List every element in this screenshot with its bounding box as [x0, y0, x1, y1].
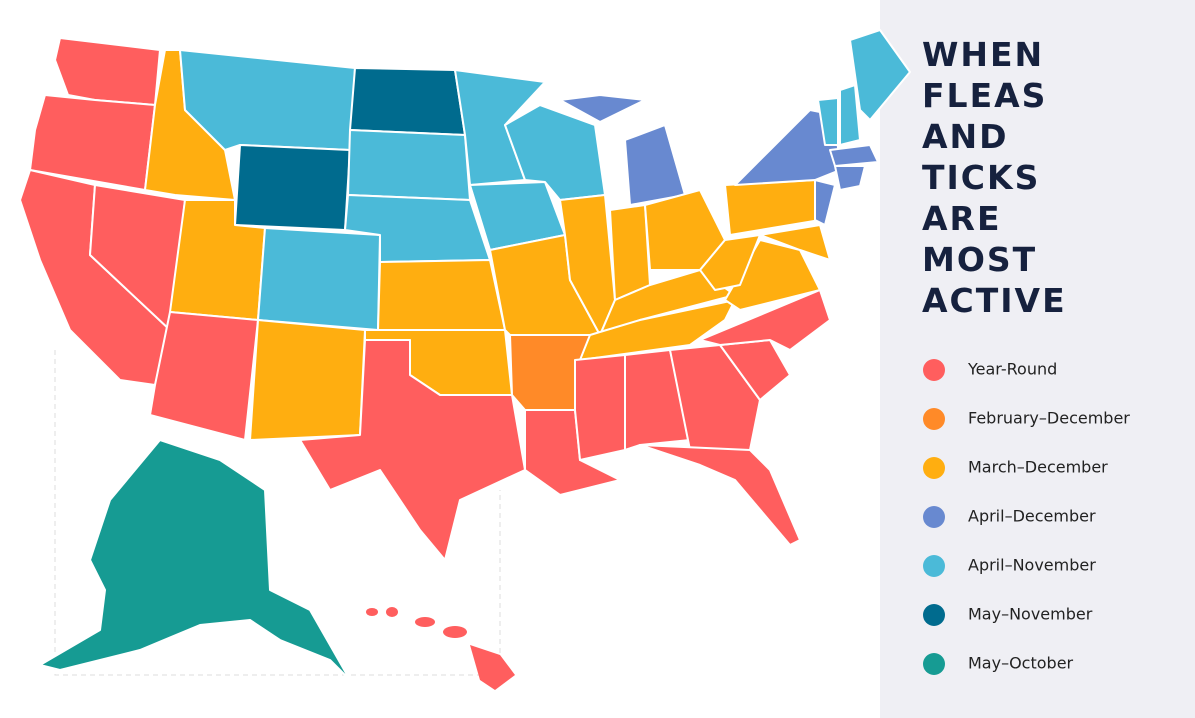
legend-swatch	[923, 408, 945, 430]
title-line: ARE	[922, 199, 1002, 238]
state	[249, 319, 366, 441]
state	[299, 339, 526, 561]
island	[386, 607, 398, 617]
state	[759, 224, 831, 261]
state	[349, 67, 466, 136]
state	[669, 344, 761, 451]
state	[834, 165, 866, 191]
state	[559, 94, 646, 123]
state	[366, 607, 515, 690]
state	[624, 349, 691, 451]
state	[624, 124, 686, 206]
title-line: FLEAS	[922, 76, 1047, 115]
legend-swatch	[923, 604, 945, 626]
state	[639, 444, 801, 546]
legend-label: April–November	[968, 556, 1096, 575]
island	[470, 645, 515, 690]
state	[814, 179, 836, 226]
legend-label: Year-Round	[967, 360, 1057, 379]
legend-swatch	[923, 555, 945, 577]
state	[849, 29, 911, 121]
state	[39, 439, 351, 681]
legend-swatch	[923, 506, 945, 528]
title-line: AND	[922, 117, 1009, 156]
state	[257, 227, 381, 331]
state	[234, 144, 351, 231]
state	[54, 37, 161, 106]
island	[415, 617, 435, 627]
state	[839, 84, 861, 146]
state	[829, 144, 879, 167]
inset-box	[54, 350, 501, 676]
legend-label: March–December	[968, 458, 1108, 477]
legend-swatch	[923, 653, 945, 675]
legend-label: May–November	[968, 605, 1093, 624]
title-line: ACTIVE	[922, 281, 1067, 320]
island	[366, 608, 378, 616]
state	[817, 97, 839, 146]
state	[609, 204, 651, 301]
title-line: MOST	[922, 240, 1037, 279]
state	[574, 354, 626, 461]
legend-swatch	[923, 359, 945, 381]
title-line: TICKS	[922, 158, 1040, 197]
states	[19, 29, 911, 690]
legend-label: May–October	[968, 654, 1074, 673]
island	[443, 626, 467, 638]
legend-swatch	[923, 457, 945, 479]
state	[377, 259, 506, 331]
title-line: WHEN	[922, 35, 1044, 74]
legend-label: April–December	[968, 507, 1096, 526]
state	[347, 129, 471, 201]
side-panel	[880, 0, 1195, 718]
state	[149, 311, 259, 441]
legend-label: February–December	[968, 409, 1130, 428]
state	[699, 234, 761, 291]
legend: Year-Round February–December March–Decembe…	[923, 359, 1130, 675]
